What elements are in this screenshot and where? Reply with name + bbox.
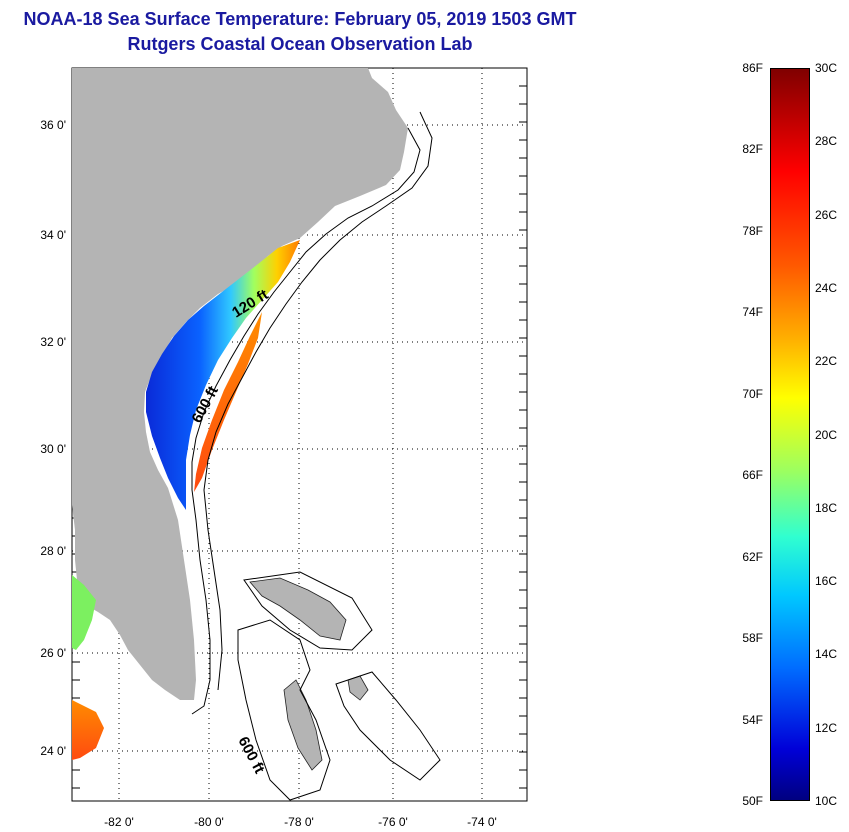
colorbar-celsius-label: 22C <box>815 354 838 369</box>
sst-gulf-patch <box>72 700 104 760</box>
title-line-1: NOAA-18 Sea Surface Temperature: Februar… <box>23 9 577 29</box>
colorbar-celsius-label: 12C <box>815 720 838 735</box>
lon-tick-label: -78 0' <box>284 815 314 829</box>
title-line-2: Rutgers Coastal Ocean Observation Lab <box>127 34 473 54</box>
colorbar-fahrenheit-label: 54F <box>742 712 763 727</box>
land-mainland <box>72 68 408 700</box>
lat-tick-label: 34 0' <box>40 228 66 242</box>
lat-tick-label: 26 0' <box>40 646 66 660</box>
sst-shelf-band <box>146 240 300 510</box>
temperature-colorbar <box>770 68 810 801</box>
colorbar-celsius-label: 28C <box>815 134 838 149</box>
lon-tick-label: -82 0' <box>104 815 134 829</box>
colorbar-fahrenheit-label: 70F <box>742 386 763 401</box>
colorbar-celsius-label: 14C <box>815 647 838 662</box>
colorbar-fahrenheit-label: 82F <box>742 142 763 157</box>
lat-tick-label: 36 0' <box>40 118 66 132</box>
lat-tick-label: 30 0' <box>40 442 66 456</box>
lon-tick-label: -80 0' <box>194 815 224 829</box>
lat-tick-label: 28 0' <box>40 544 66 558</box>
colorbar-celsius-label: 18C <box>815 500 838 515</box>
colorbar-celsius-label: 20C <box>815 427 838 442</box>
colorbar-fahrenheit-label: 74F <box>742 305 763 320</box>
colorbar-fahrenheit-label: 78F <box>742 223 763 238</box>
colorbar-fahrenheit-label: 58F <box>742 631 763 646</box>
colorbar-celsius-label: 10C <box>815 794 838 808</box>
colorbar-celsius-label: 24C <box>815 280 838 295</box>
land-bahamas-north <box>249 577 347 641</box>
depth-contours <box>191 111 441 801</box>
colorbar-fahrenheit-label: 86F <box>742 61 763 75</box>
colorbar-celsius-label: 30C <box>815 61 838 75</box>
sst-gulf-green <box>72 575 96 650</box>
lon-tick-label: -74 0' <box>467 815 497 829</box>
colorbar-fahrenheit-label: 62F <box>742 549 763 564</box>
land-andros <box>283 679 323 771</box>
lat-tick-label: 32 0' <box>40 335 66 349</box>
colorbar-celsius-label: 26C <box>815 207 838 222</box>
lon-tick-label: -76 0' <box>378 815 408 829</box>
colorbar-celsius-label: 16C <box>815 574 838 589</box>
colorbar-fahrenheit-label: 50F <box>742 794 763 808</box>
sst-warm-edge <box>194 312 262 492</box>
lat-tick-label: 24 0' <box>40 744 66 758</box>
colorbar-fahrenheit-label: 66F <box>742 468 763 483</box>
